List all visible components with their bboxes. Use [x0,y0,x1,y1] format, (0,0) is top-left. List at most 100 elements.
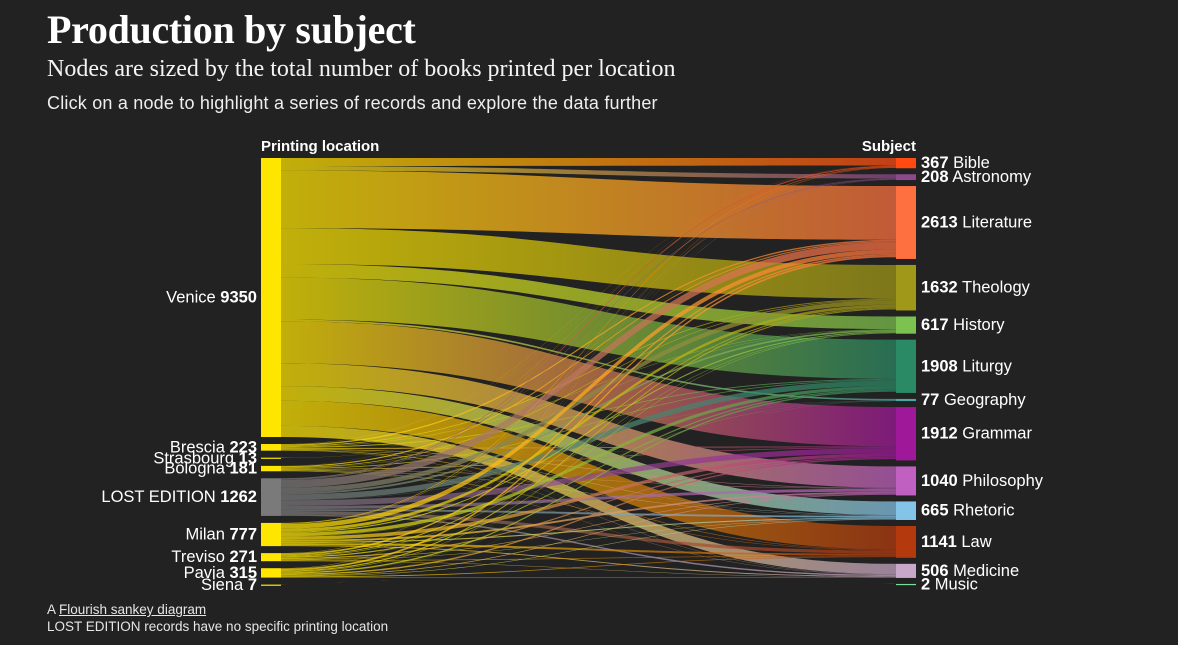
link-treviso-to-grammar[interactable] [281,456,896,560]
link-siena-to-literature[interactable] [281,257,896,585]
link-pavia-to-theology[interactable] [281,308,896,572]
link-bologna-to-rhetoric[interactable] [281,470,896,516]
target-node-medicine[interactable] [896,563,916,578]
link-siena-to-philosophy[interactable] [281,494,896,585]
link-lost-edition-to-theology[interactable] [281,300,896,493]
link-lost-edition-to-literature[interactable] [281,242,896,488]
link-lost-edition-to-philosophy[interactable] [281,488,896,510]
source-node-milan[interactable] [261,522,281,547]
target-node-astronomy[interactable] [896,174,916,181]
target-node-theology[interactable] [896,264,916,311]
link-treviso-to-history[interactable] [281,332,896,557]
link-pavia-to-rhetoric[interactable] [281,519,896,577]
link-venice-to-geography[interactable] [281,319,896,401]
link-treviso-to-bible[interactable] [281,167,896,554]
link-treviso-to-geography[interactable] [281,400,896,558]
link-brescia-to-literature[interactable] [281,239,896,446]
link-milan-to-liturgy[interactable] [281,385,896,537]
link-treviso-to-literature[interactable] [281,253,896,556]
link-milan-to-bible[interactable] [281,166,896,524]
link-pavia-to-bible[interactable] [281,167,896,569]
source-node-bologna[interactable] [261,465,281,472]
link-strasbourg-to-literature[interactable] [281,241,896,458]
target-node-music[interactable] [896,583,916,586]
link-strasbourg-to-law[interactable] [281,458,896,551]
link-brescia-to-astronomy[interactable] [281,178,896,445]
target-node-philosophy[interactable] [896,466,916,496]
link-lost-edition-to-astronomy[interactable] [281,178,896,481]
link-treviso-to-law[interactable] [281,555,896,561]
link-milan-to-literature[interactable] [281,249,896,529]
link-siena-to-theology[interactable] [281,309,896,585]
link-milan-to-astronomy[interactable] [281,179,896,524]
link-bologna-to-grammar[interactable] [281,447,896,470]
source-node-treviso[interactable] [261,553,281,562]
target-node-geography[interactable] [896,398,916,402]
link-brescia-to-theology[interactable] [281,298,896,447]
link-pavia-to-liturgy[interactable] [281,390,896,574]
link-bologna-to-history[interactable] [281,329,896,469]
link-milan-to-rhetoric[interactable] [281,517,896,544]
link-treviso-to-rhetoric[interactable] [281,518,896,561]
link-pavia-to-geography[interactable] [281,400,896,574]
link-venice-to-rhetoric[interactable] [281,386,896,516]
link-venice-to-astronomy[interactable] [281,166,896,179]
link-bologna-to-theology[interactable] [281,299,896,468]
link-milan-to-theology[interactable] [281,304,896,532]
link-treviso-to-liturgy[interactable] [281,389,896,558]
target-node-literature[interactable] [896,186,916,259]
source-node-pavia[interactable] [261,568,281,578]
link-bologna-to-bible[interactable] [281,165,896,467]
link-milan-to-medicine[interactable] [281,545,896,577]
target-node-grammar[interactable] [896,407,916,461]
link-treviso-to-astronomy[interactable] [281,179,896,554]
link-bologna-to-liturgy[interactable] [281,379,896,470]
source-node-brescia[interactable] [261,444,281,451]
source-node-siena[interactable] [261,584,281,586]
link-bologna-to-literature[interactable] [281,241,896,468]
link-treviso-to-theology[interactable] [281,307,896,557]
target-node-bible[interactable] [896,158,916,169]
flourish-link[interactable]: Flourish sankey diagram [59,602,207,617]
target-label-liturgy: 1908 Liturgy [921,357,1013,375]
link-milan-to-grammar[interactable] [281,453,896,540]
link-strasbourg-to-theology[interactable] [281,299,896,458]
link-milan-to-law[interactable] [281,543,896,556]
source-node-lost-edition[interactable] [261,478,281,516]
link-siena-to-law[interactable] [281,557,896,585]
link-bologna-to-law[interactable] [281,470,896,551]
link-strasbourg-to-rhetoric[interactable] [281,457,896,516]
link-pavia-to-history[interactable] [281,332,896,573]
target-node-liturgy[interactable] [896,339,916,393]
link-bologna-to-medicine[interactable] [281,471,896,575]
link-treviso-to-philosophy[interactable] [281,493,896,560]
link-siena-to-liturgy[interactable] [281,391,896,585]
target-node-history[interactable] [896,316,916,334]
link-venice-to-history[interactable] [281,263,896,330]
link-pavia-to-philosophy[interactable] [281,493,896,576]
link-pavia-to-grammar[interactable] [281,457,896,576]
source-node-strasbourg[interactable] [261,457,281,459]
link-bologna-to-geography[interactable] [281,400,896,470]
source-name-bologna: Bologna [164,460,229,478]
link-lost-edition-to-law[interactable] [281,511,896,554]
link-venice-to-bible[interactable] [281,158,896,167]
link-brescia-to-bible[interactable] [281,165,896,445]
link-pavia-to-law[interactable] [281,556,896,578]
link-milan-to-geography[interactable] [281,400,896,537]
link-brescia-to-grammar[interactable] [281,446,896,449]
link-strasbourg-to-history[interactable] [281,329,896,458]
target-node-law[interactable] [896,525,916,558]
link-lost-edition-to-medicine[interactable] [281,514,896,577]
link-lost-edition-to-grammar[interactable] [281,448,896,506]
source-label-lost-edition: LOST EDITION 1262 [101,488,257,506]
link-pavia-to-literature[interactable] [281,255,896,571]
link-treviso-to-medicine[interactable] [281,560,896,578]
target-node-rhetoric[interactable] [896,501,916,520]
link-siena-to-grammar[interactable] [281,459,896,585]
source-node-venice[interactable] [261,158,281,438]
link-lost-edition-to-geography[interactable] [281,400,896,501]
link-pavia-to-astronomy[interactable] [281,179,896,569]
link-venice-to-literature[interactable] [281,170,896,240]
link-lost-edition-to-bible[interactable] [281,165,896,480]
